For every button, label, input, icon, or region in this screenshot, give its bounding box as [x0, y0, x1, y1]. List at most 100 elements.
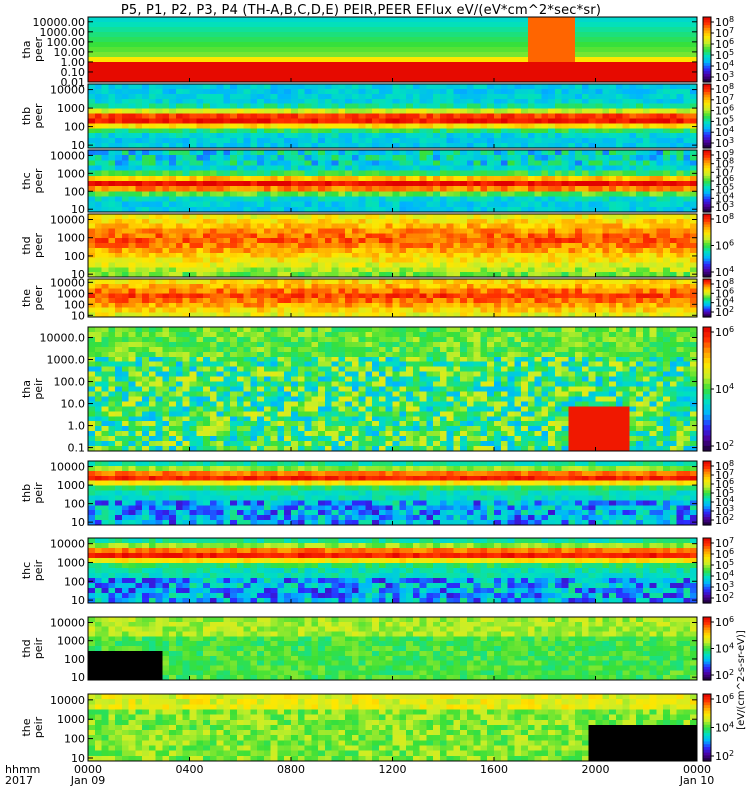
y-tick-label: 0.10 — [61, 66, 86, 79]
colorbar-tick-label: 106 — [715, 615, 734, 629]
colorbar-tick-label: 103 — [715, 580, 734, 594]
colorbar-tick-label: 108 — [715, 459, 734, 473]
chart-title: P5, P1, P2, P3, P4 (TH-A,B,C,D,E) PEIR,P… — [120, 3, 602, 18]
y-tick-label: 10000 — [50, 149, 85, 162]
panel-label: thbpeer — [20, 103, 45, 129]
y-tick-label: 0.1 — [68, 442, 86, 455]
colorbar-tick-label: 107 — [715, 165, 734, 179]
colorbar-frame — [702, 278, 712, 318]
colorbar-tick-label: 106 — [715, 239, 734, 253]
x-axis-label: 2017 — [5, 774, 33, 787]
colorbar-tick-label: 102 — [715, 513, 734, 527]
y-tick-label: 1000 — [57, 232, 85, 245]
colorbar-tick-label: 108 — [715, 212, 734, 226]
colorbar-tick-label: 106 — [715, 174, 734, 188]
panel-label: thapeir — [20, 378, 45, 400]
y-tick-label: 10000 — [50, 84, 85, 97]
y-tick-label: 10000 — [50, 276, 85, 289]
x-tick-label: 0400 — [176, 763, 204, 776]
colorbar-tick-label: 104 — [715, 191, 734, 205]
colorbar-tick-label: 106 — [715, 286, 734, 300]
x-axis-label: hhmm — [5, 763, 40, 776]
panel-label: thdpeer — [20, 233, 45, 259]
colorbar-tick-label: 105 — [715, 558, 734, 572]
colorbar-tick-label: 102 — [715, 749, 734, 763]
colorbar-tick-label: 108 — [715, 277, 734, 291]
x-tick-label: 0000 — [74, 763, 102, 776]
y-tick-label: 10000.0 — [40, 332, 86, 345]
colorbar-tick-label: 105 — [715, 183, 734, 197]
colorbar-tick-label: 104 — [715, 59, 734, 73]
colorbar-tick-label: 103 — [715, 136, 734, 150]
y-tick-label: 10000 — [50, 694, 85, 707]
colorbar-tick-label: 104 — [715, 125, 734, 139]
y-tick-label: 1000 — [57, 713, 85, 726]
colorbar-tick-label: 106 — [715, 325, 734, 339]
colorbar-tick-label: 104 — [715, 569, 734, 583]
panel-label: thcpeer — [20, 168, 45, 194]
colorbar-tick-label: 103 — [715, 504, 734, 518]
x-tick-label: 1600 — [480, 763, 508, 776]
colorbar-tick-label: 107 — [715, 93, 734, 107]
colorbar-tick-label: 108 — [715, 82, 734, 96]
y-tick-label: 10000 — [50, 616, 85, 629]
colorbar-tick-label: 103 — [715, 200, 734, 214]
y-tick-label: 100 — [64, 185, 85, 198]
x-date-label: Jan 10 — [679, 774, 714, 787]
y-tick-label: 100.00 — [47, 36, 86, 49]
y-tick-label: 1000.0 — [47, 354, 86, 367]
colorbar-tick-label: 107 — [715, 26, 734, 40]
y-tick-label: 1000 — [57, 556, 85, 569]
colorbar-tick-label: 104 — [715, 296, 734, 310]
y-tick-label: 10.0 — [61, 398, 86, 411]
y-tick-label: 10 — [71, 139, 85, 152]
colorbar-tick-label: 108 — [715, 157, 734, 171]
colorbar-tick-label: 102 — [715, 439, 734, 453]
y-tick-label: 100 — [64, 250, 85, 263]
colorbar-tick-label: 104 — [715, 642, 734, 656]
panel-label: thepeir — [20, 716, 45, 738]
colorbar-tick-label: 104 — [715, 721, 734, 735]
y-tick-label: 10000 — [50, 213, 85, 226]
y-tick-label: 1000.00 — [40, 26, 86, 39]
colorbar-tick-label: 104 — [715, 265, 734, 279]
y-tick-label: 10000.00 — [33, 16, 86, 29]
y-tick-label: 10 — [71, 309, 85, 322]
y-tick-label: 1000 — [57, 479, 85, 492]
panel-label: thbpeir — [20, 482, 45, 504]
colorbar-tick-label: 106 — [715, 37, 734, 51]
colorbar-tick-label: 105 — [715, 48, 734, 62]
y-tick-label: 100 — [64, 733, 85, 746]
y-tick-label: 10 — [71, 268, 85, 281]
y-tick-label: 100 — [64, 653, 85, 666]
x-date-label: Jan 09 — [70, 774, 105, 787]
colorbar-tick-label: 106 — [715, 104, 734, 118]
y-tick-label: 10 — [71, 594, 85, 607]
y-tick-label: 10000 — [50, 538, 85, 551]
y-tick-label: 1000 — [57, 167, 85, 180]
y-tick-label: 1000 — [57, 635, 85, 648]
colorbar-frame — [702, 16, 712, 83]
colorbar-tick-label: 106 — [715, 547, 734, 561]
colorbar-tick-label: 102 — [715, 668, 734, 682]
y-tick-label: 1.00 — [61, 56, 86, 69]
colorbar-tick-label: 104 — [715, 495, 734, 509]
colorbar-tick-label: 102 — [715, 305, 734, 319]
y-tick-label: 100 — [64, 121, 85, 134]
y-tick-label: 0.01 — [61, 76, 86, 89]
y-tick-label: 10 — [71, 752, 85, 765]
colorbar-frame — [702, 83, 712, 149]
x-tick-label: 1200 — [379, 763, 407, 776]
y-tick-label: 100 — [64, 575, 85, 588]
y-tick-label: 100.0 — [54, 376, 86, 389]
y-tick-label: 10000 — [50, 461, 85, 474]
colorbar-frame — [702, 537, 712, 604]
y-tick-label: 10 — [71, 671, 85, 684]
panel-label: thdpeir — [20, 637, 45, 659]
colorbar-tick-label: 104 — [715, 382, 734, 396]
panel-label: thapeer — [20, 37, 45, 63]
y-tick-label: 10 — [71, 516, 85, 529]
y-tick-label: 1000 — [57, 102, 85, 115]
y-tick-label: 10.00 — [54, 46, 86, 59]
